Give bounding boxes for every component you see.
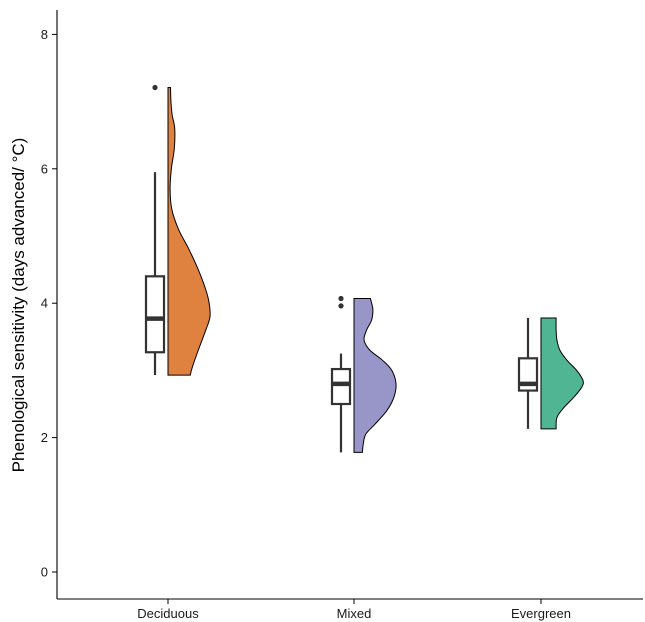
violin-mixed xyxy=(353,297,397,453)
y-tick-label-8: 8 xyxy=(41,27,48,42)
y-tick-label-4: 4 xyxy=(41,296,48,311)
violin-evergreen xyxy=(540,317,584,430)
axes: Deciduous Mixed Evergreen 0 2 4 6 8 xyxy=(41,10,643,621)
violin-deciduous xyxy=(167,86,211,376)
box-deciduous xyxy=(144,275,166,354)
y-tick-label-2: 2 xyxy=(41,430,48,445)
y-tick-label-0: 0 xyxy=(41,565,48,580)
y-tick-label-6: 6 xyxy=(41,161,48,176)
y-axis-title: Phenological sensitivity (days advanced/… xyxy=(9,138,28,473)
x-tick-label-deciduous: Deciduous xyxy=(137,606,199,621)
outlier-mixed-0 xyxy=(338,295,344,302)
box-mixed xyxy=(330,367,352,406)
plot-area xyxy=(144,84,584,453)
outlier-deciduous-0 xyxy=(152,84,158,91)
x-tick-label-mixed: Mixed xyxy=(337,606,372,621)
x-tick-label-evergreen: Evergreen xyxy=(511,606,571,621)
outlier-mixed-1 xyxy=(338,303,344,309)
